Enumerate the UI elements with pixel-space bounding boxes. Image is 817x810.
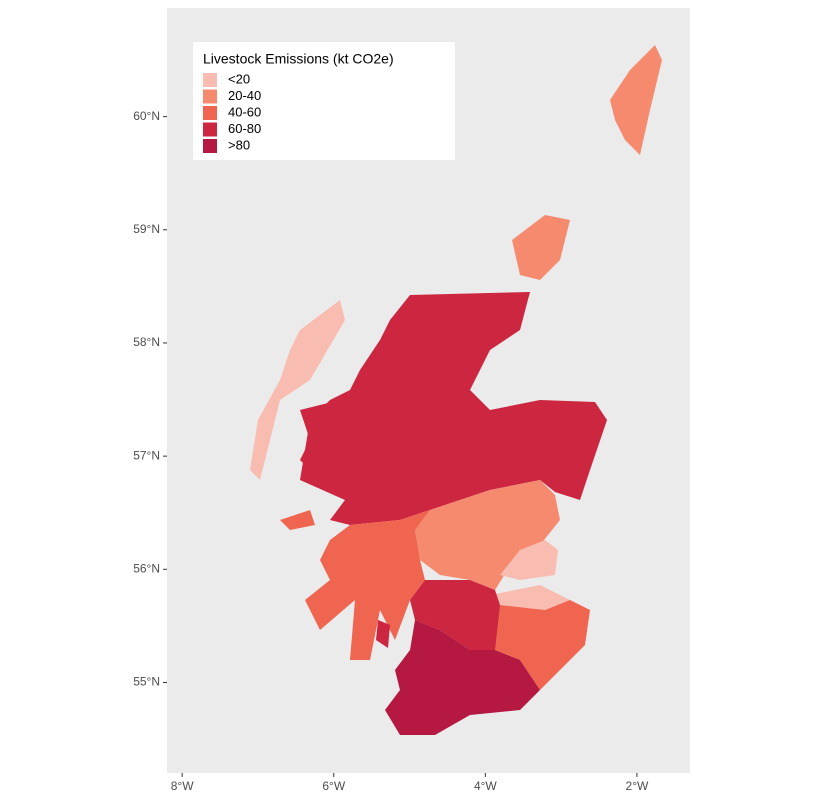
region — [280, 510, 315, 530]
legend-swatch — [203, 139, 217, 153]
x-tick-label: 4°W — [474, 779, 497, 793]
legend-label: 20-40 — [228, 88, 261, 103]
region — [376, 620, 390, 648]
region — [305, 510, 430, 660]
legend-swatch — [203, 106, 217, 120]
y-tick-label: 58°N — [133, 335, 160, 349]
y-tick-label: 55°N — [133, 675, 160, 689]
x-tick-label: 8°W — [171, 779, 194, 793]
legend-label: <20 — [228, 71, 250, 86]
region — [410, 580, 500, 650]
regions — [250, 45, 662, 735]
y-tick-label: 60°N — [133, 109, 160, 123]
legend-label: >80 — [228, 137, 250, 152]
legend-swatch — [203, 122, 217, 137]
region — [300, 400, 345, 480]
legend-label: 60-80 — [228, 121, 261, 136]
region — [490, 585, 570, 610]
legend-swatch — [203, 73, 217, 87]
region — [415, 480, 560, 590]
region — [500, 540, 558, 580]
region — [610, 45, 662, 155]
legend-label: 40-60 — [228, 104, 261, 119]
region — [250, 300, 345, 480]
legend-title: Livestock Emissions (kt CO2e) — [203, 51, 394, 67]
y-tick-label: 57°N — [133, 448, 160, 462]
y-tick-label: 59°N — [133, 222, 160, 236]
x-tick-label: 6°W — [322, 779, 345, 793]
x-tick-label: 2°W — [626, 779, 649, 793]
y-tick-label: 56°N — [133, 561, 160, 575]
legend-swatch — [203, 89, 217, 104]
legend-box — [193, 42, 455, 160]
legend: Livestock Emissions (kt CO2e) <20 20-4040… — [193, 42, 455, 160]
region — [385, 620, 540, 735]
region — [300, 292, 607, 525]
region — [495, 600, 590, 690]
region — [512, 215, 570, 280]
